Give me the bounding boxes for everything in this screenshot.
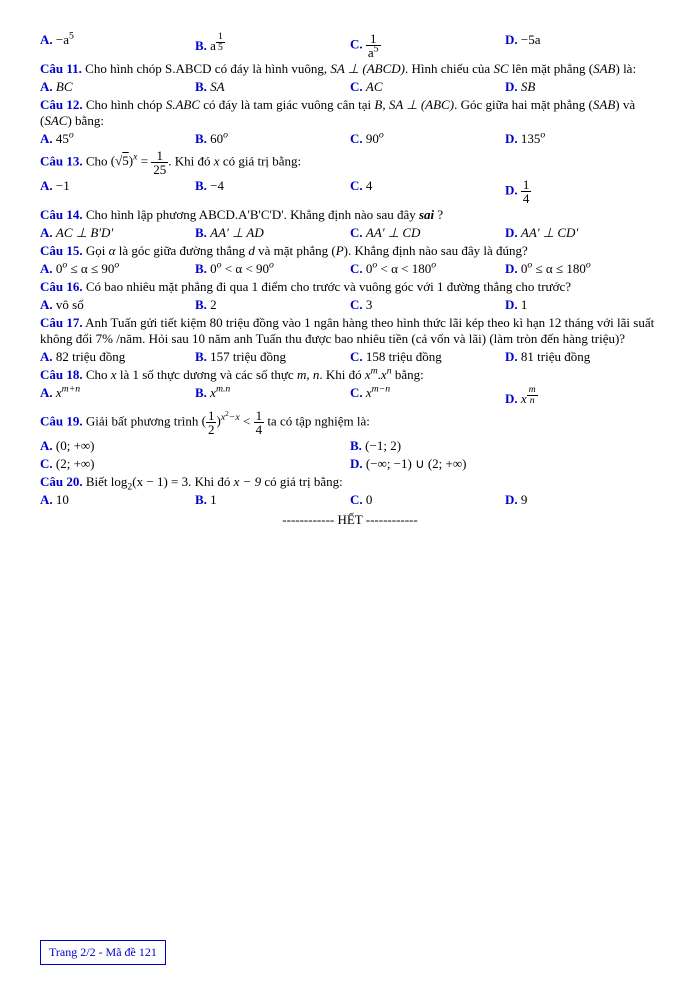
q10-opt-c: C. 1a5	[350, 32, 505, 59]
q17-options: A. 82 triệu đồng B. 157 triệu đồng C. 15…	[40, 349, 660, 365]
q16-options: A. vô số B. 2 C. 3 D. 1	[40, 297, 660, 313]
q14-text: Câu 14. Cho hình lập phương ABCD.A'B'C'D…	[40, 207, 660, 223]
q15-text: Câu 15. Gọi α là góc giữa đường thẳng d …	[40, 243, 660, 259]
q15-options: A. 0o ≤ α ≤ 90o B. 0o < α < 90o C. 0o < …	[40, 261, 660, 277]
q10-opt-d: D. −5a	[505, 32, 660, 59]
q16-text: Câu 16. Có bao nhiêu mặt phẳng đi qua 1 …	[40, 279, 660, 295]
q14-options: A. AC ⊥ B'D' B. AA' ⊥ AD C. AA' ⊥ CD D. …	[40, 225, 660, 241]
q12-options: A. 45o B. 60o C. 90o D. 135o	[40, 131, 660, 147]
end-marker: ------------ HẾT ------------	[40, 512, 660, 528]
q20-options: A. 10 B. 1 C. 0 D. 9	[40, 492, 660, 508]
q13-options: A. −1 B. −4 C. 4 D. 14	[40, 178, 660, 205]
q10-opt-b: B. a15	[195, 32, 350, 59]
page-footer: Trang 2/2 - Mã đề 121	[40, 940, 166, 965]
q19-options-2: C. (2; +∞) D. (−∞; −1) ∪ (2; +∞)	[40, 456, 660, 472]
q13-text: Câu 13. Cho (√5)x = 125. Khi đó x có giá…	[40, 149, 660, 176]
q19-options-1: A. (0; +∞) B. (−1; 2)	[40, 438, 660, 454]
q18-options: A. xm+n B. xm.n C. xm−n D. xmn	[40, 385, 660, 407]
q10-options: A. −a5 B. a15 C. 1a5 D. −5a	[40, 32, 660, 59]
q20-text: Câu 20. Biết log2(x − 1) = 3. Khi đó x −…	[40, 474, 660, 490]
q12-text: Câu 12. Cho hình chóp S.ABC có đáy là ta…	[40, 97, 660, 129]
q19-text: Câu 19. Giải bất phương trình (12)x2−x <…	[40, 409, 660, 436]
q17-text: Câu 17. Anh Tuấn gửi tiết kiệm 80 triệu …	[40, 315, 660, 347]
q11-text: Câu 11. Cho hình chóp S.ABCD có đáy là h…	[40, 61, 660, 77]
q18-text: Câu 18. Cho x là 1 số thực dương và các …	[40, 367, 660, 383]
q10-opt-a: A. −a5	[40, 32, 195, 59]
q11-options: A. BC B. SA C. AC D. SB	[40, 79, 660, 95]
